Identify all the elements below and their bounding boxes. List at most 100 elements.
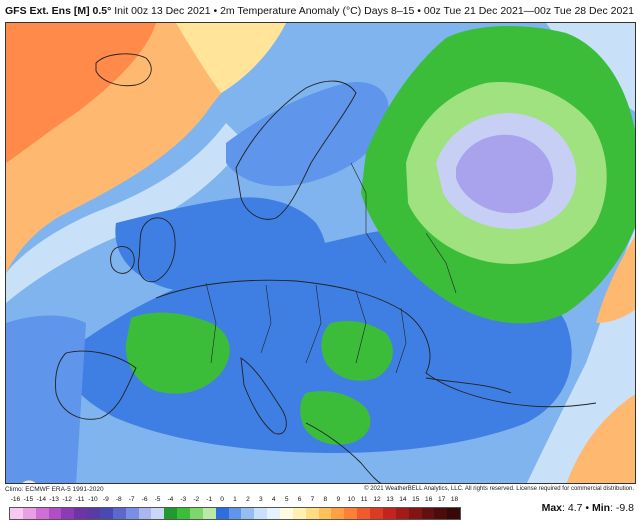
color-swatch xyxy=(164,508,178,519)
color-scale-label: -6 xyxy=(141,496,148,503)
max-colon: : xyxy=(562,502,568,514)
color-swatch xyxy=(318,508,332,519)
color-scale-label: -5 xyxy=(154,496,161,503)
color-swatch xyxy=(22,508,36,519)
color-swatch xyxy=(357,508,371,519)
cold-anomaly-central xyxy=(115,197,327,299)
color-scale-label: -15 xyxy=(23,496,34,503)
color-scale-label: -11 xyxy=(75,496,85,503)
color-scale-label: -13 xyxy=(49,496,59,503)
color-swatch xyxy=(408,508,422,519)
color-swatch xyxy=(331,508,345,519)
color-scale-swatches xyxy=(9,507,461,520)
color-scale-label: 18 xyxy=(450,496,459,503)
cold-anomaly-atlantic-south xyxy=(6,315,86,483)
color-scale-label: 6 xyxy=(297,496,302,503)
color-scale-label: -7 xyxy=(128,496,135,503)
map-canvas xyxy=(6,23,635,483)
copyright-note: © 2021 WeatherBELL Analytics, LLC. All r… xyxy=(364,486,634,492)
color-scale-label: 1 xyxy=(233,496,237,503)
color-scale-label: -9 xyxy=(102,496,109,503)
footer-bar: Climo: ECMWF ERA-5 1991-2020 © 2021 Weat… xyxy=(0,484,640,526)
cold-anomaly-scandinavia xyxy=(226,82,389,187)
chart-title: GFS Ext. Ens [M] 0.5° Init 00z 13 Dec 20… xyxy=(5,5,361,17)
warm-anomaly-northwest-core xyxy=(6,23,156,163)
color-scale-label: 0 xyxy=(220,496,224,503)
max-value: 4.7 xyxy=(567,502,583,514)
color-swatch xyxy=(382,508,396,519)
mild-anomaly-north-atlantic xyxy=(176,23,286,93)
anomaly-map xyxy=(5,22,636,484)
color-scale-label: -8 xyxy=(115,496,122,503)
color-swatch xyxy=(151,508,165,519)
color-swatch xyxy=(138,508,152,519)
coast-ireland xyxy=(110,246,135,274)
color-swatch xyxy=(61,508,75,519)
coast-great-britain xyxy=(137,217,176,283)
color-scale-label: -1 xyxy=(206,496,213,503)
color-scale-label: 17 xyxy=(437,496,446,503)
header-bar: GFS Ext. Ens [M] 0.5° Init 00z 13 Dec 20… xyxy=(0,0,640,22)
color-swatch xyxy=(305,508,319,519)
max-min-readout: Max: 4.7 • Min: -9.8 xyxy=(542,502,634,514)
coast-iberia xyxy=(55,350,137,420)
weatherbell-logo xyxy=(18,477,72,483)
color-swatch xyxy=(280,508,293,519)
color-swatch xyxy=(202,508,216,519)
color-swatch xyxy=(100,508,113,519)
color-swatch xyxy=(254,508,268,519)
color-swatch xyxy=(421,508,435,519)
coast-black-sea xyxy=(425,377,512,394)
coast-italy xyxy=(240,357,287,435)
title-separator: • xyxy=(213,5,218,17)
warm-anomaly-southeast xyxy=(566,394,635,483)
warm-anomaly-east xyxy=(596,236,635,323)
color-swatch xyxy=(74,508,88,519)
coast-iceland xyxy=(95,53,152,87)
transition-band-atlantic xyxy=(6,123,246,303)
color-swatch xyxy=(344,508,358,519)
color-swatch xyxy=(434,508,448,519)
color-scale-label: -14 xyxy=(36,496,47,503)
color-swatch xyxy=(10,508,23,519)
climatology-note: Climo: ECMWF ERA-5 1991-2020 xyxy=(5,486,104,493)
color-scale-label: 9 xyxy=(336,496,341,503)
color-swatch xyxy=(395,508,409,519)
color-scale-label: 14 xyxy=(399,496,407,503)
color-scale-label: 10 xyxy=(347,496,355,503)
color-scale-label: 12 xyxy=(373,496,381,503)
color-scale-label: -4 xyxy=(167,496,174,503)
color-scale-label: 8 xyxy=(323,496,328,503)
color-swatch xyxy=(177,508,191,519)
init-time: Init 00z 13 Dec 2021 xyxy=(114,5,211,17)
color-swatch xyxy=(215,508,229,519)
extreme-cold-core-inner xyxy=(456,134,554,214)
color-swatch xyxy=(48,508,62,519)
min-value: -9.8 xyxy=(615,502,634,514)
color-scale-label: 2 xyxy=(246,496,250,503)
model-name: GFS Ext. Ens [M] 0.5° xyxy=(5,5,112,17)
color-swatch xyxy=(447,508,461,519)
max-label: Max xyxy=(541,502,563,514)
min-colon: : xyxy=(610,502,616,514)
color-scale-label: 11 xyxy=(360,496,368,503)
color-swatch xyxy=(125,508,139,519)
coast-scandinavia xyxy=(235,80,357,220)
color-scale-label: -12 xyxy=(62,496,72,503)
color-swatch xyxy=(241,508,255,519)
coastlines xyxy=(55,53,597,483)
country-borders xyxy=(205,162,457,374)
color-scale-label: 7 xyxy=(310,496,315,503)
variable-name: 2m Temperature Anomaly (°C) xyxy=(220,5,362,17)
color-scale-label: -16 xyxy=(10,496,21,503)
color-scale-label: 15 xyxy=(412,496,420,503)
color-scale-label: 4 xyxy=(271,496,276,503)
logo-graphic xyxy=(21,479,37,483)
color-swatch xyxy=(190,508,203,519)
cold-pocket-hungary xyxy=(321,321,393,381)
color-scale-label: -3 xyxy=(180,496,187,503)
cold-pocket-balkans xyxy=(300,391,371,445)
color-scale: -16 -15 -14 -13 -12 -11 -10 -9 -8 -7 -6 -5 -4 -3 -2 -1 0… xyxy=(9,496,461,524)
coast-continental xyxy=(155,279,597,408)
color-swatch xyxy=(112,508,126,519)
